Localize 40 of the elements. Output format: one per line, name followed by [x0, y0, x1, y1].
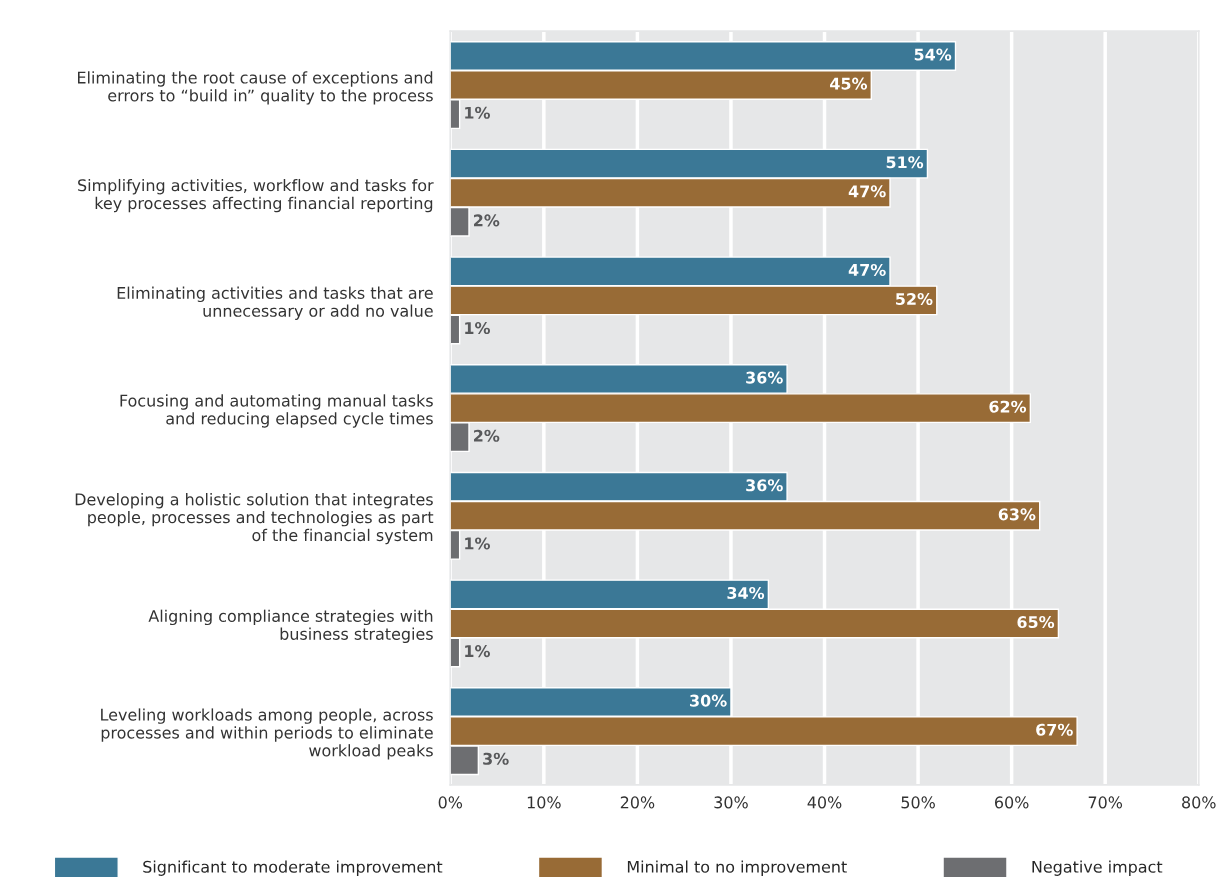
y-tick-label: Developing a holistic solution that integrates people, processes and technologies as part of the financial system: [75, 493, 434, 545]
y-tick-label: Eliminating activities and tasks that are unnecessary or add no value: [117, 286, 433, 320]
y-tick-label: Eliminating the root cause of exceptions and errors to “build in” quality to the process: [78, 71, 433, 105]
x-tick-label: 40%: [807, 796, 842, 809]
data-label: 63%: [998, 508, 1036, 521]
data-label: 34%: [727, 586, 765, 600]
data-label: 30%: [690, 694, 727, 707]
data-label: 47%: [848, 263, 886, 276]
legend-label: Negative impact: [1032, 860, 1163, 876]
x-tick-label: 60%: [995, 796, 1029, 809]
data-label: 52%: [896, 292, 933, 306]
data-label: 2%: [474, 214, 500, 227]
legend-label: Significant to moderate improvement: [143, 860, 443, 876]
data-label: 1%: [465, 537, 490, 550]
y-tick-label: Simplifying activities, workflow and tasks for key processes affecting financial reporting: [78, 178, 434, 213]
data-label: 51%: [886, 156, 924, 169]
y-tick-label: Focusing and automating manual tasks and reducing elapsed cycle times: [120, 394, 433, 428]
data-label: 2%: [474, 429, 500, 442]
x-tick-label: 70%: [1088, 796, 1123, 809]
x-tick-label: 50%: [901, 796, 935, 809]
data-label: 47%: [848, 185, 886, 198]
data-label: 1%: [465, 645, 490, 658]
data-label: 65%: [1017, 616, 1055, 629]
data-label: 3%: [483, 752, 509, 765]
x-tick-label: 0%: [438, 796, 463, 809]
data-label: 45%: [830, 77, 868, 90]
x-tick-label: 80%: [1182, 796, 1216, 809]
x-tick-label: 30%: [714, 796, 748, 809]
data-label: 36%: [746, 479, 783, 492]
data-label: 67%: [1036, 723, 1073, 736]
legend-label: Minimal to no improvement: [627, 860, 847, 876]
data-label: 62%: [989, 400, 1027, 413]
data-label: 36%: [746, 371, 783, 384]
x-tick-label: 10%: [527, 796, 561, 809]
data-label: 1%: [465, 106, 490, 119]
data-label: 1%: [465, 322, 490, 335]
y-tick-label: Aligning compliance strategies with business strategies: [148, 609, 433, 643]
y-tick-label: Leveling workloads among people, across processes and within periods to eliminate workload peaks: [101, 708, 433, 760]
x-tick-label: 20%: [620, 796, 655, 809]
data-label: 54%: [914, 48, 952, 61]
